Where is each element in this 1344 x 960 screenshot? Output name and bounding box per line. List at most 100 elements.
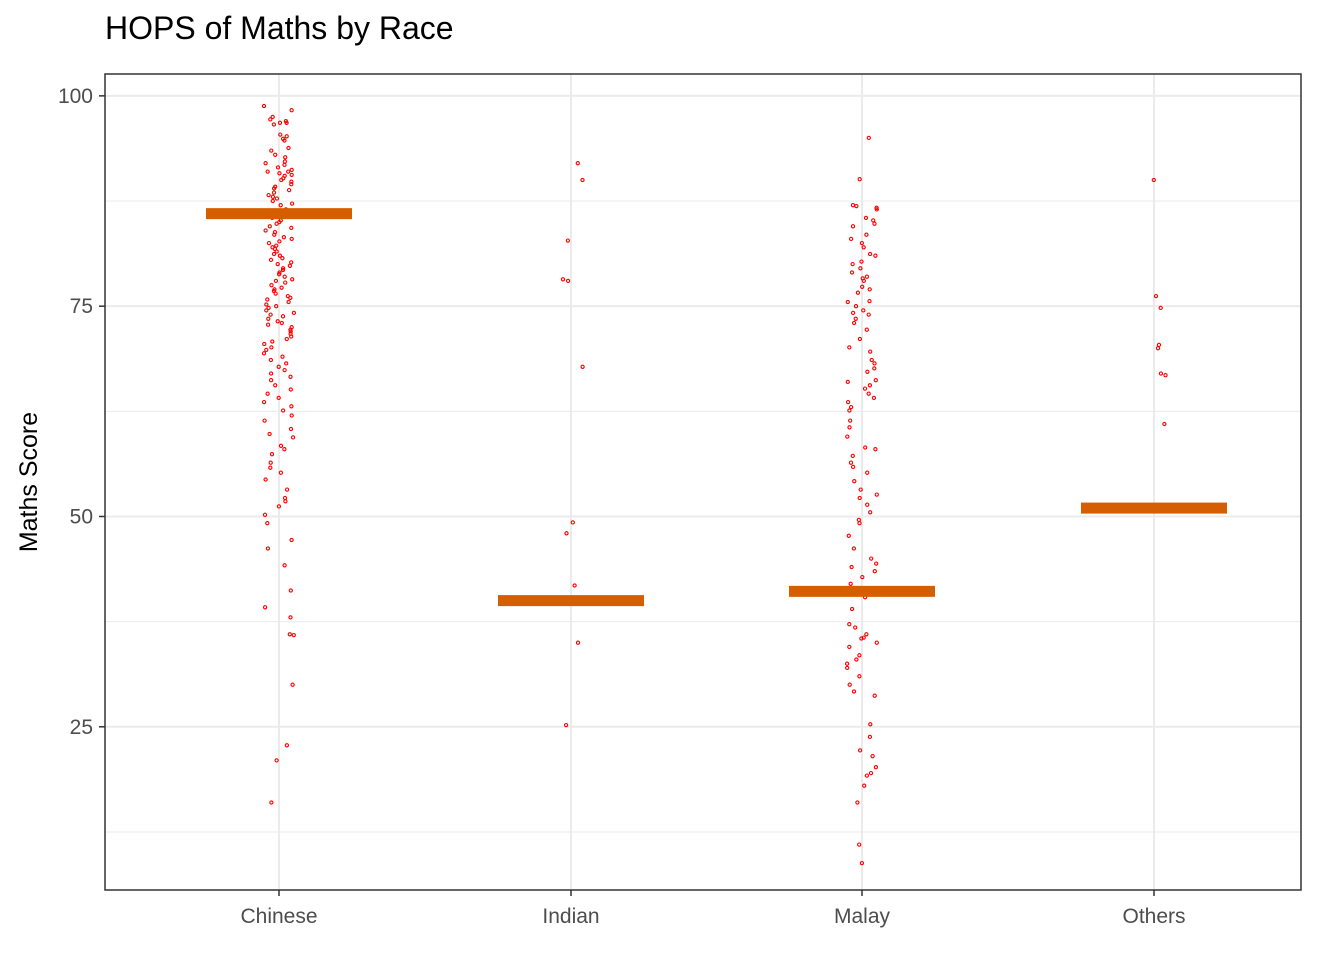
data-point [874, 207, 879, 212]
data-point [284, 134, 289, 139]
data-point [277, 239, 282, 244]
data-point [564, 531, 569, 536]
data-point [864, 632, 869, 637]
data-point [865, 502, 870, 507]
chart-title: HOPS of Maths by Race [105, 10, 454, 46]
data-point [864, 773, 870, 778]
data-point [277, 120, 283, 125]
data-point [857, 674, 862, 679]
data-point [288, 426, 294, 432]
data-point [867, 383, 873, 388]
data-point [288, 329, 293, 334]
data-point [282, 162, 287, 168]
data-point [271, 122, 277, 127]
data-point [288, 295, 293, 300]
data-point [284, 487, 290, 492]
data-point [283, 499, 288, 504]
data-point [289, 537, 294, 543]
x-tick-label: Malay [834, 905, 891, 928]
data-point [862, 783, 867, 788]
data-point [280, 314, 286, 319]
data-point [855, 800, 860, 805]
y-tick-label: 50 [70, 505, 93, 528]
data-point [268, 378, 274, 383]
data-point [262, 512, 268, 517]
data-point [1162, 421, 1167, 427]
data-point [284, 336, 289, 342]
data-point [857, 177, 862, 182]
data-point [262, 341, 267, 347]
y-tick-label: 75 [70, 295, 93, 318]
y-axis-title: Maths Score [15, 412, 43, 552]
data-point [848, 581, 853, 586]
data-point [873, 253, 878, 258]
data-point [847, 408, 852, 413]
data-point [845, 434, 850, 439]
data-point [849, 564, 854, 570]
data-point [570, 520, 575, 525]
data-point [857, 336, 863, 342]
data-point [265, 322, 271, 327]
data-point [289, 182, 294, 187]
mean-bar [206, 208, 352, 220]
data-point [861, 245, 866, 250]
data-point [263, 161, 268, 166]
data-point [865, 369, 870, 374]
data-point [860, 284, 865, 289]
data-point [575, 161, 580, 166]
data-point [291, 310, 297, 316]
data-points [261, 103, 1168, 866]
data-point [873, 765, 879, 770]
data-point [845, 665, 850, 671]
data-point [286, 187, 292, 193]
data-point [563, 722, 569, 728]
data-point [281, 235, 287, 240]
data-point [849, 606, 855, 612]
data-point [276, 364, 281, 369]
data-point [289, 172, 294, 178]
data-point [279, 320, 284, 326]
data-point [280, 256, 285, 261]
data-point [287, 632, 292, 637]
data-point [289, 404, 294, 409]
data-point [261, 399, 267, 405]
data-point [851, 320, 857, 326]
data-point [288, 387, 293, 392]
data-point [270, 114, 275, 120]
data-point [572, 583, 577, 588]
data-point [857, 748, 863, 753]
data-point [265, 169, 270, 174]
data-point [284, 120, 289, 125]
data-point [863, 445, 868, 450]
data-point [866, 135, 871, 141]
data-point [278, 470, 284, 475]
data-point [291, 632, 296, 638]
axes: 25 50 75 100 Chinese Indian Malay Others [58, 85, 1186, 928]
data-point [872, 221, 877, 226]
data-point [264, 347, 269, 353]
data-point [268, 465, 273, 470]
data-point [289, 108, 294, 113]
data-point [263, 477, 268, 482]
data-point [276, 272, 282, 277]
data-point [851, 546, 857, 551]
data-point [861, 308, 866, 313]
data-point [866, 312, 871, 317]
data-point [263, 228, 268, 233]
data-point [280, 266, 286, 271]
data-point [868, 510, 873, 515]
data-point [273, 291, 278, 296]
data-point [1153, 293, 1159, 299]
data-point [277, 171, 282, 176]
data-point [267, 224, 272, 229]
data-point [283, 280, 288, 285]
data-point [858, 266, 863, 271]
data-point [265, 546, 271, 551]
data-point [290, 682, 295, 687]
data-point [289, 260, 294, 265]
data-point [565, 278, 571, 284]
data-point [262, 418, 267, 423]
data-point [868, 722, 873, 727]
data-point [269, 148, 274, 153]
